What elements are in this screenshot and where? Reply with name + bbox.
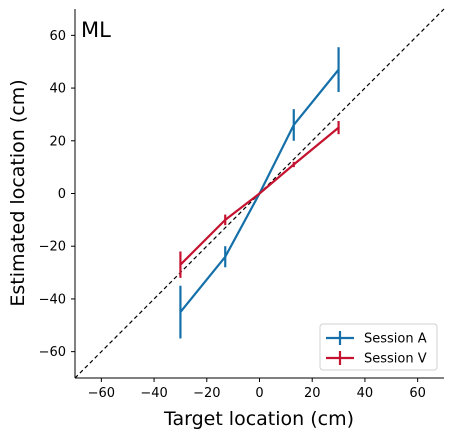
legend-entry-label: Session V	[364, 352, 427, 367]
panel-label: ML	[81, 18, 111, 42]
legend: Session A Session V	[319, 323, 438, 371]
y-tick-label: 40	[49, 82, 66, 97]
x-tick-label: 40	[357, 386, 374, 401]
series-group	[179, 47, 340, 339]
y-tick-label: 0	[58, 187, 66, 202]
x-tick-label: 20	[304, 386, 321, 401]
y-tick-label: −60	[39, 345, 66, 360]
y-tick-label: 20	[49, 134, 66, 149]
x-tick-label: −60	[88, 386, 115, 401]
x-axis-title: Target location (cm)	[163, 408, 354, 430]
x-tick-label: −40	[140, 386, 167, 401]
x-axis-ticks: −60 −40 −20 0 20 40 60	[88, 378, 426, 401]
y-tick-label: 60	[49, 29, 66, 44]
y-tick-label: −40	[39, 292, 66, 307]
series-line	[179, 126, 340, 266]
x-tick-label: 0	[255, 386, 263, 401]
y-axis-ticks: −60 −40 −20 0 20 40 60	[39, 29, 75, 360]
x-tick-label: 60	[409, 386, 426, 401]
x-tick-label: −20	[193, 386, 220, 401]
y-axis-title: Estimated location (cm)	[7, 79, 29, 306]
series-session-v	[179, 121, 340, 278]
y-tick-label: −20	[39, 240, 66, 255]
series-line	[179, 68, 340, 313]
legend-entry-label: Session A	[364, 332, 427, 347]
